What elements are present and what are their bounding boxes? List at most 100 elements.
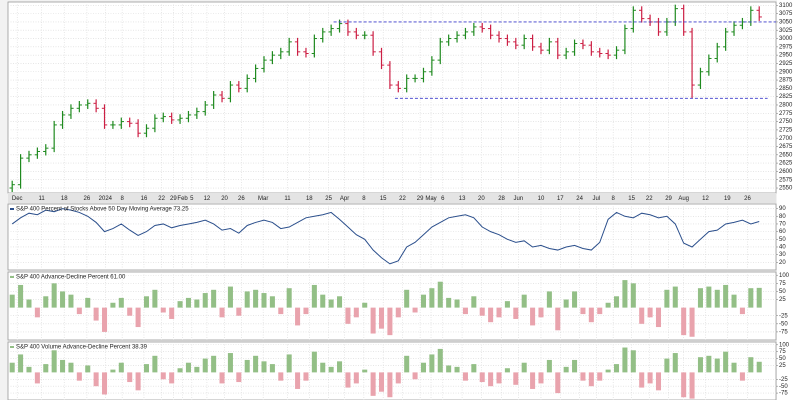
bar	[202, 358, 208, 373]
bar	[689, 372, 695, 399]
y-tick-label: 75	[779, 281, 786, 287]
y-tick-label: 2875	[779, 78, 793, 84]
y-tick-label: 2800	[779, 103, 793, 109]
y-tick-label: 2825	[779, 94, 793, 100]
x-tick-label: 11	[38, 196, 45, 202]
bar	[605, 302, 611, 308]
x-tick-label: 12	[204, 196, 211, 202]
bar	[194, 366, 200, 373]
bar	[697, 357, 703, 373]
bar	[236, 307, 242, 316]
line-series	[11, 208, 760, 265]
y-tick-label: 20	[779, 260, 786, 266]
y-tick-label: 80	[779, 214, 786, 220]
y-tick-label: 2750	[779, 119, 793, 125]
x-tick-label: 18	[61, 196, 68, 202]
bar	[127, 372, 133, 383]
y-tick-label: -50	[779, 321, 788, 327]
bar	[311, 284, 317, 308]
bar	[26, 299, 32, 308]
bar	[185, 362, 191, 373]
bar	[488, 372, 494, 387]
x-tick-label: 12	[702, 196, 709, 202]
x-tick-label: 13	[459, 196, 466, 202]
bar	[647, 307, 653, 318]
bar	[160, 372, 166, 380]
x-tick-label: 5	[190, 196, 194, 202]
bar	[521, 362, 527, 373]
bar	[488, 307, 494, 323]
bar	[429, 354, 435, 373]
bar	[689, 307, 695, 337]
bar	[143, 364, 150, 373]
bar	[429, 288, 435, 308]
bar	[278, 372, 284, 381]
bar	[269, 364, 275, 373]
panel-title: S&P 400 Volume Advance-Decline Percent 3…	[16, 345, 148, 351]
bar	[152, 289, 158, 308]
bar	[504, 368, 510, 373]
y-tick-label: 2900	[779, 69, 793, 75]
bar	[253, 355, 259, 373]
x-tick-label: 2024	[99, 196, 113, 202]
bar	[555, 372, 561, 394]
bar	[353, 372, 359, 384]
x-tick-label: Jul	[593, 196, 601, 202]
y-tick-label: 2675	[779, 144, 793, 150]
bar	[756, 287, 762, 308]
x-tick-label: 29	[170, 196, 177, 202]
bar	[563, 366, 569, 373]
bar	[672, 353, 678, 373]
x-tick-label: 22	[399, 196, 406, 202]
bar	[253, 289, 259, 308]
bar	[378, 307, 385, 329]
bar	[572, 359, 578, 373]
bar	[714, 289, 720, 308]
y-tick-label: 2550	[779, 186, 793, 192]
bar	[34, 307, 40, 318]
bar	[681, 307, 687, 336]
x-tick-label: 17	[557, 196, 564, 202]
price-panel	[7, 1, 777, 194]
y-tick-label: 40	[779, 245, 786, 251]
bar	[152, 355, 158, 373]
axis-area	[777, 0, 800, 400]
x-tick-label: 6	[441, 196, 445, 202]
bar	[9, 362, 15, 373]
bar	[18, 354, 24, 373]
bar	[731, 294, 737, 308]
bar	[723, 284, 729, 308]
bar	[93, 372, 99, 387]
bar	[614, 296, 620, 308]
bar	[454, 366, 460, 373]
x-tick-label: 15	[628, 196, 635, 202]
bar	[127, 307, 133, 316]
y-tick-label: 2575	[779, 177, 793, 183]
bar	[664, 358, 670, 373]
bar	[244, 291, 250, 308]
bar	[261, 361, 267, 373]
x-tick-label: Apr	[340, 196, 349, 202]
bar	[420, 362, 426, 373]
bar	[194, 299, 200, 308]
x-tick-label: Feb	[177, 196, 188, 202]
bar	[756, 361, 762, 373]
bar	[34, 372, 40, 384]
x-tick-label: May	[425, 196, 436, 202]
bar	[76, 372, 82, 381]
y-tick-label: 2775	[779, 111, 793, 117]
bar	[143, 296, 150, 308]
bar	[731, 362, 737, 373]
bar	[311, 351, 317, 373]
bar	[479, 307, 485, 316]
x-tick-label: 24	[576, 196, 583, 202]
y-tick-label: 2925	[779, 61, 793, 67]
bar	[412, 307, 418, 313]
y-tick-label: 3050	[779, 20, 793, 26]
y-tick-label: 50	[779, 289, 786, 295]
bar	[395, 307, 401, 318]
bar	[513, 372, 519, 385]
bar	[454, 299, 460, 308]
bar	[546, 359, 552, 373]
x-tick-label: 20	[221, 196, 228, 202]
